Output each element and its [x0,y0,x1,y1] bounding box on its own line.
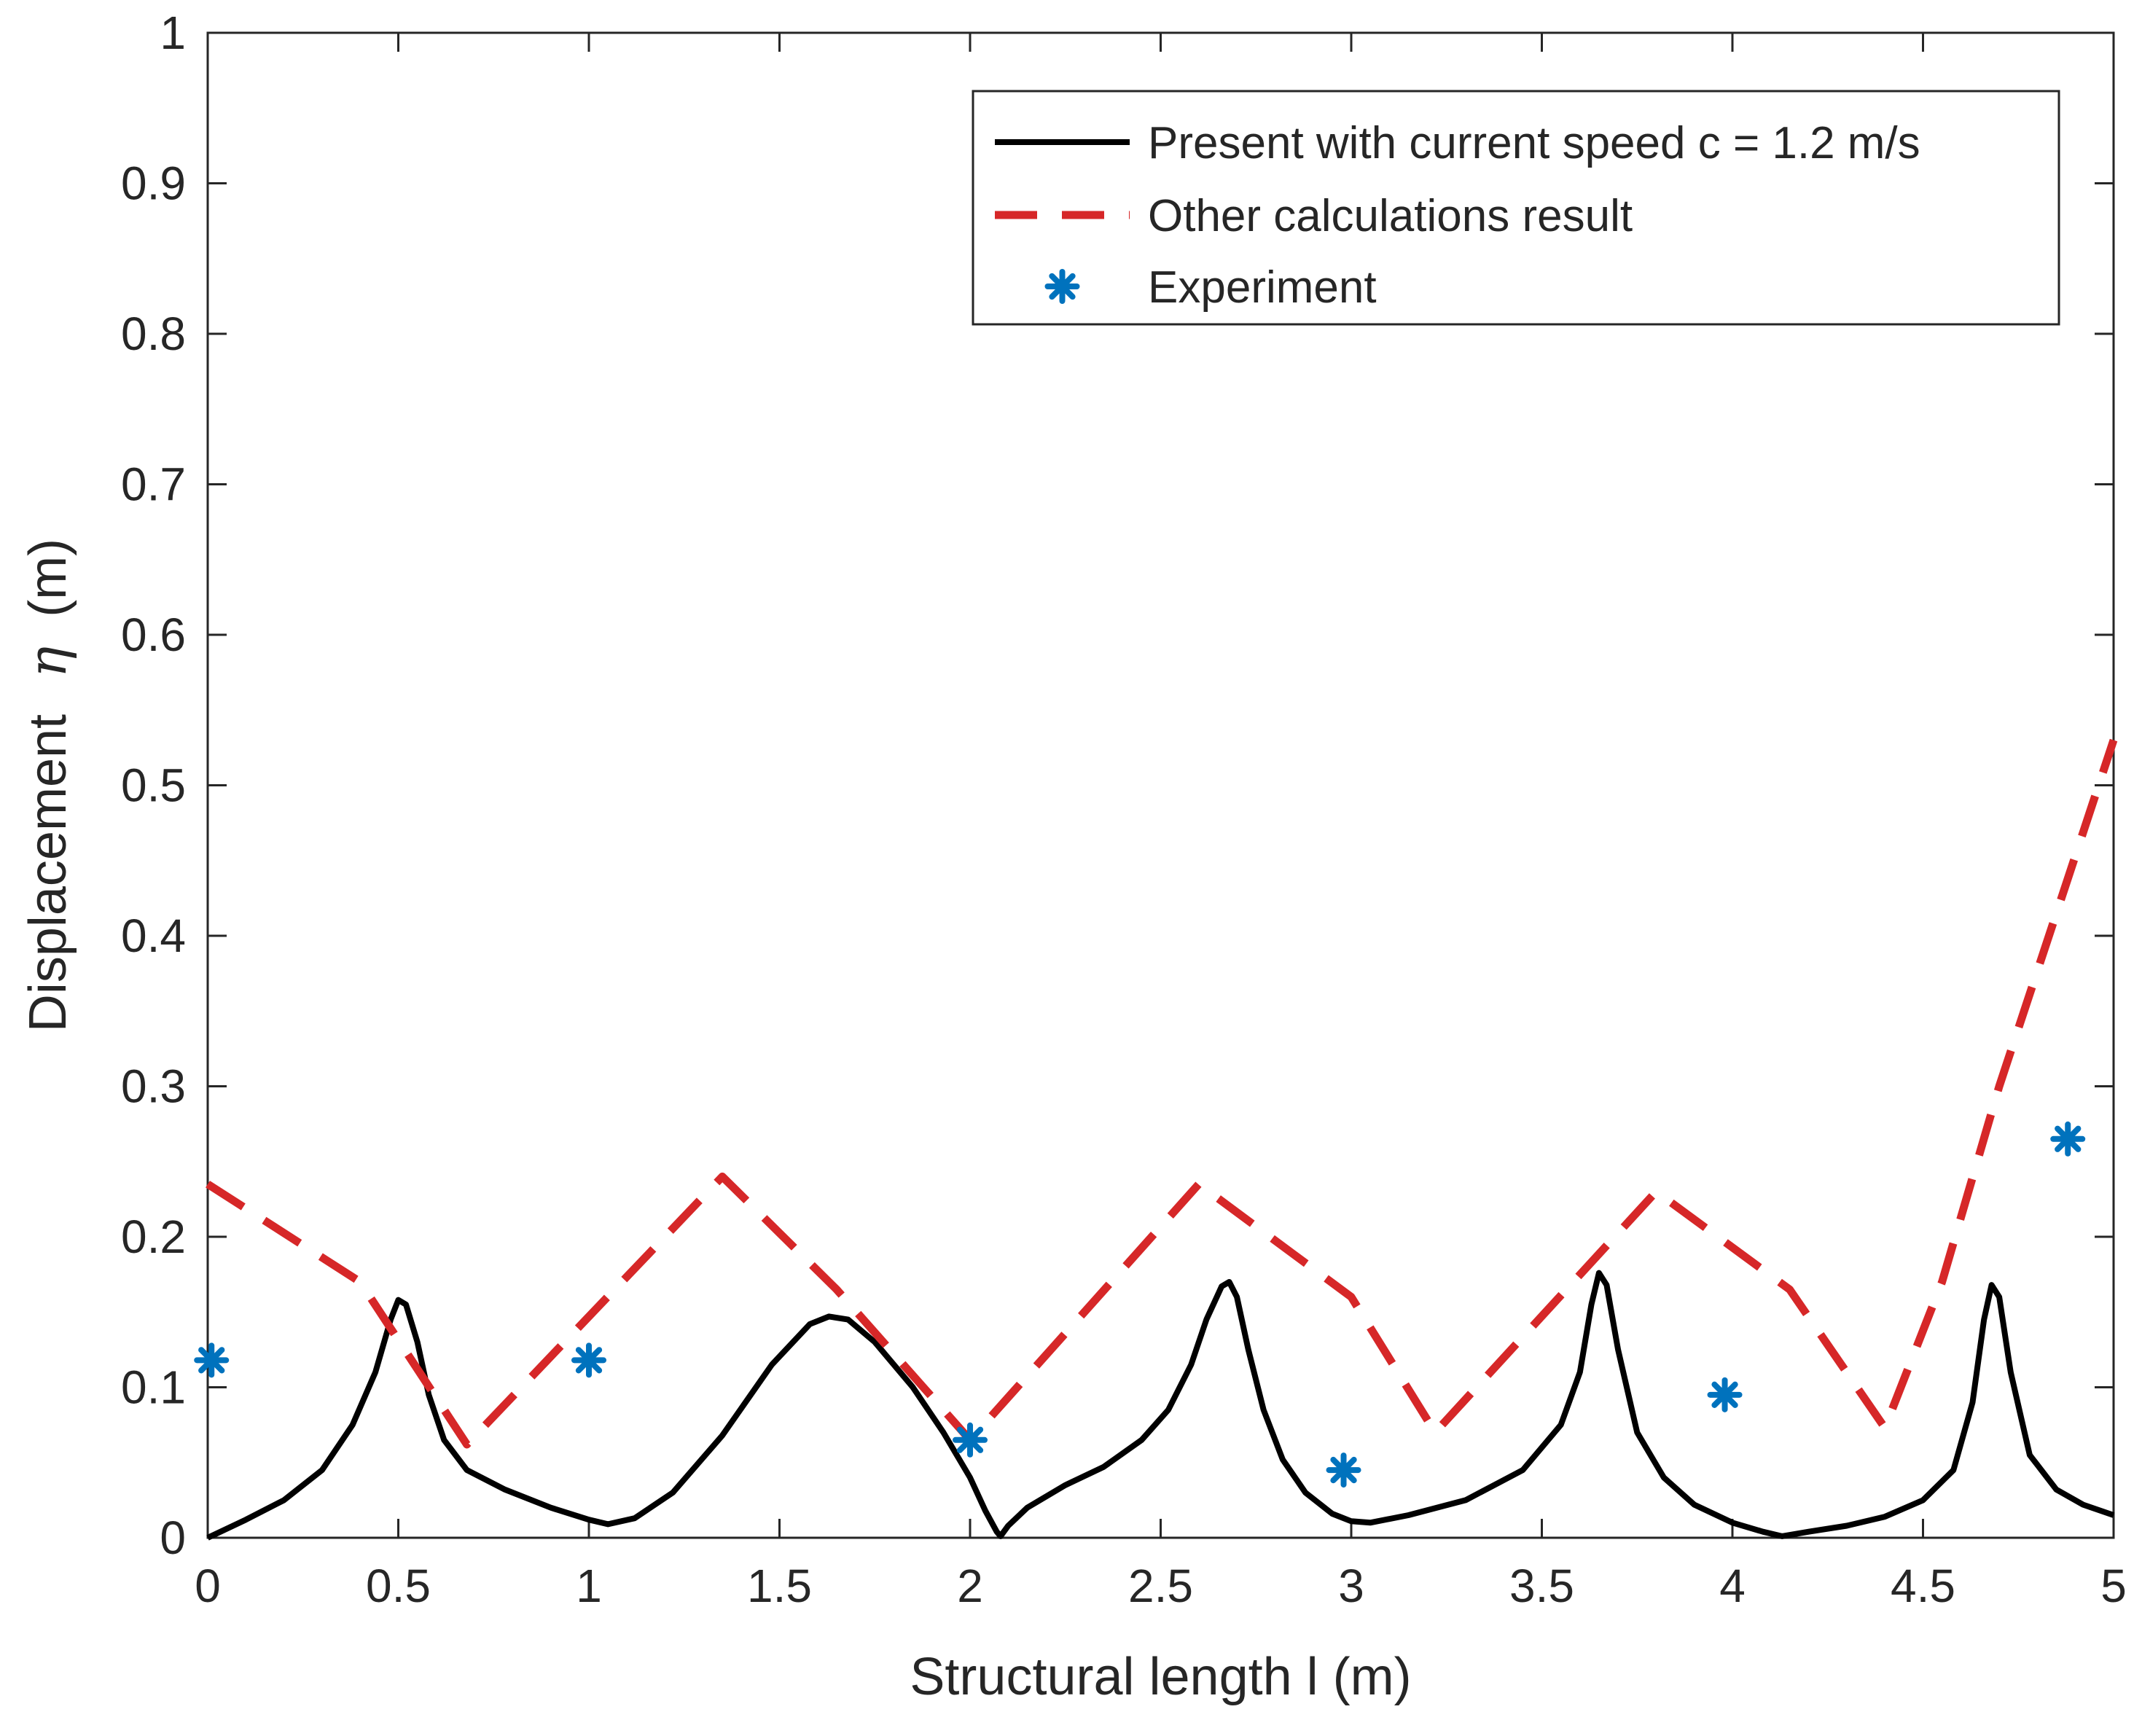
legend-entry-label: Experiment [1148,262,1377,313]
y-axis-label-symbol: η [17,646,78,678]
experiment-marker [571,1342,606,1378]
experiment-marker-core [1718,1388,1732,1401]
x-tick-label: 0.5 [366,1560,431,1612]
series-layer [194,738,2118,1541]
x-tick-label: 1 [576,1560,602,1612]
x-tick-label: 3.5 [1509,1560,1574,1612]
experiment-marker [953,1422,988,1458]
y-tick-label: 0.7 [121,458,186,511]
x-tick-label: 5 [2100,1560,2127,1612]
legend: Present with current speed c = 1.2 m/s Ot… [972,90,2060,326]
x-tick-label: 0 [195,1560,221,1612]
y-axis-label-prefix: Displacement [19,714,77,1032]
axis-ticks: 0 0.5 1 1.5 2 2.5 3 3.5 4 4.5 5 0 0.1 0.2 0.3 0.4 0.5 0.6… [121,7,2127,1612]
y-tick-label: 0 [160,1512,186,1564]
experiment-marker-core [964,1433,977,1447]
y-axis-label: Displacement η (m) [17,539,78,1032]
y-tick-label: 1 [160,7,186,59]
x-tick-label: 2 [957,1560,983,1612]
legend-entry-label: Other calculations result [1148,191,1633,241]
other-calculations-line [206,738,2118,1449]
y-tick-label: 0.5 [121,759,186,812]
legend-box [972,90,2060,326]
experiment-marker [1326,1452,1361,1488]
y-tick-label: 0.2 [121,1211,186,1263]
x-tick-label: 3 [1338,1560,1364,1612]
experiment-marker-core [205,1353,219,1367]
present-result-line [206,1270,2115,1541]
y-tick-label: 0.6 [121,609,186,661]
y-tick-label: 0.8 [121,308,186,360]
experiment-marker-core [582,1353,595,1367]
experiment-marker-core [1337,1463,1351,1477]
experiment-marker [2050,1121,2086,1157]
experiment-marker-core [2061,1132,2075,1146]
experiment-marker-core [1055,280,1069,293]
experiment-marker [194,1342,230,1378]
x-tick-label: 1.5 [747,1560,812,1612]
y-tick-label: 0.9 [121,157,186,210]
y-tick-label: 0.1 [121,1361,186,1414]
legend-entry-label: Present with current speed c = 1.2 m/s [1148,118,1920,168]
x-axis-label: Structural length l (m) [910,1648,1411,1706]
y-axis-label-suffix: (m) [19,539,77,617]
y-tick-label: 0.4 [121,910,186,962]
x-tick-label: 2.5 [1128,1560,1193,1612]
experiment-marker [1044,269,1080,304]
x-tick-label: 4.5 [1891,1560,1955,1612]
y-tick-label: 0.3 [121,1060,186,1113]
x-tick-label: 4 [1719,1560,1746,1612]
experiment-marker [1707,1377,1743,1412]
